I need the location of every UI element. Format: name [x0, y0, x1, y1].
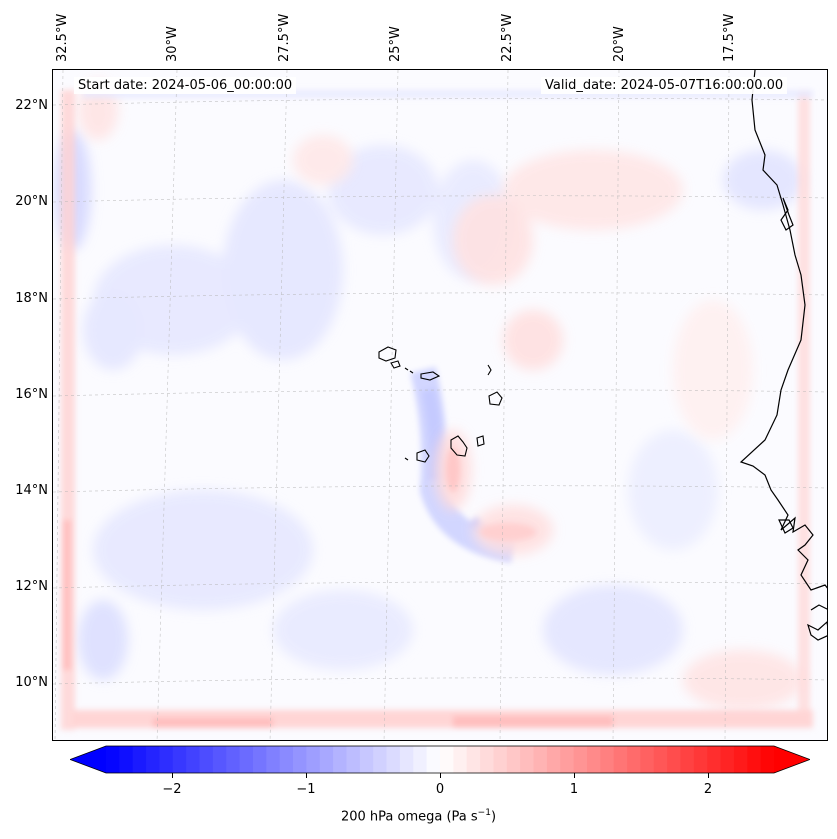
colorbar-label-main: 200 hPa omega (Pa s	[340, 809, 478, 825]
colorbar-cell	[760, 746, 775, 773]
colorbar-cell	[212, 746, 227, 773]
lat-label: 12°N	[15, 579, 48, 594]
colorbar-cell	[453, 746, 468, 773]
colorbar-cell	[613, 746, 628, 773]
valid-date-label: Valid_date: 2024-05-07T16:00:00.00	[541, 77, 788, 94]
colorbar-tick-label: 0	[435, 782, 445, 797]
colorbar-cell	[573, 746, 588, 773]
colorbar-cell	[146, 746, 161, 773]
colorbar-extend-low	[70, 746, 106, 773]
colorbar-cell	[346, 746, 361, 773]
colorbar-cell	[480, 746, 495, 773]
colorbar-cell	[226, 746, 241, 773]
lat-label: 20°N	[15, 194, 48, 209]
colorbar-cell	[600, 746, 615, 773]
colorbar-cell	[680, 746, 695, 773]
colorbar-tickmark	[440, 773, 441, 778]
colorbar-cell	[640, 746, 655, 773]
colorbar-label-exponent: −1	[477, 808, 491, 818]
lat-label: 16°N	[15, 387, 48, 402]
colorbar-tick-label: −1	[296, 782, 316, 797]
colorbar-cell	[199, 746, 214, 773]
cape-verde-islands	[378, 346, 503, 463]
colorbar-cell	[560, 746, 575, 773]
colorbar-cell	[319, 746, 334, 773]
lon-label: 22.5°W	[500, 13, 515, 62]
colorbar-cell	[172, 746, 187, 773]
colorbar-cell	[306, 746, 321, 773]
colorbar-cell	[586, 746, 601, 773]
colorbar-cell	[413, 746, 428, 773]
colorbar-cell	[426, 746, 441, 773]
colorbar-cells	[106, 746, 775, 773]
colorbar-extend-high	[774, 746, 810, 773]
colorbar-cell	[386, 746, 401, 773]
colorbar-cell	[693, 746, 708, 773]
colorbar-cell	[546, 746, 561, 773]
colorbar-cell	[239, 746, 254, 773]
colorbar-cell	[653, 746, 668, 773]
colorbar-cell	[627, 746, 641, 773]
colorbar-cell	[533, 746, 548, 773]
lat-label: 14°N	[15, 483, 48, 498]
colorbar-tickmark	[306, 773, 307, 778]
colorbar-tick-label: −2	[162, 782, 182, 797]
colorbar-cell	[506, 746, 521, 773]
colorbar	[70, 745, 810, 774]
colorbar-cell	[119, 746, 134, 773]
lon-label: 30°W	[165, 26, 180, 62]
colorbar-tickmark	[708, 773, 709, 778]
colorbar-cell	[373, 746, 388, 773]
colorbar-tick-label: 2	[703, 782, 713, 797]
graticule	[53, 70, 827, 740]
colorbar-cell	[667, 746, 682, 773]
lon-label: 27.5°W	[277, 13, 292, 62]
colorbar-cell	[707, 746, 722, 773]
colorbar-cell	[293, 746, 307, 773]
lat-label: 10°N	[15, 675, 48, 690]
colorbar-tick-label: 1	[569, 782, 579, 797]
colorbar-cell	[333, 746, 348, 773]
colorbar-tickmark	[172, 773, 173, 778]
colorbar-cell	[359, 746, 374, 773]
lon-label: 32.5°W	[55, 13, 70, 62]
colorbar-cell	[279, 746, 294, 773]
colorbar-label-close: )	[490, 809, 497, 825]
colorbar-cell	[252, 746, 267, 773]
colorbar-cell	[747, 746, 762, 773]
lon-label: 20°W	[612, 26, 627, 62]
lon-label: 17.5°W	[722, 13, 737, 62]
colorbar-cell	[440, 746, 454, 773]
colorbar-cell	[493, 746, 508, 773]
lat-label: 18°N	[15, 291, 48, 306]
colorbar-cell	[266, 746, 281, 773]
colorbar-cell	[186, 746, 201, 773]
start-date-label: Start date: 2024-05-06_00:00:00	[74, 77, 297, 94]
colorbar-label: 200 hPa omega (Pa s−1)	[0, 808, 837, 824]
colorbar-cell	[159, 746, 174, 773]
colorbar-cell	[466, 746, 481, 773]
colorbar-tickmark	[574, 773, 575, 778]
colorbar-cell	[720, 746, 735, 773]
colorbar-cell	[520, 746, 535, 773]
lat-label: 22°N	[15, 98, 48, 113]
colorbar-cell	[733, 746, 748, 773]
colorbar-cell	[106, 746, 120, 773]
lon-label: 25°W	[388, 26, 403, 62]
colorbar-cell	[132, 746, 147, 773]
colorbar-cell	[399, 746, 414, 773]
omega-field	[53, 70, 827, 740]
map-panel	[52, 69, 828, 741]
coastline	[739, 70, 827, 641]
